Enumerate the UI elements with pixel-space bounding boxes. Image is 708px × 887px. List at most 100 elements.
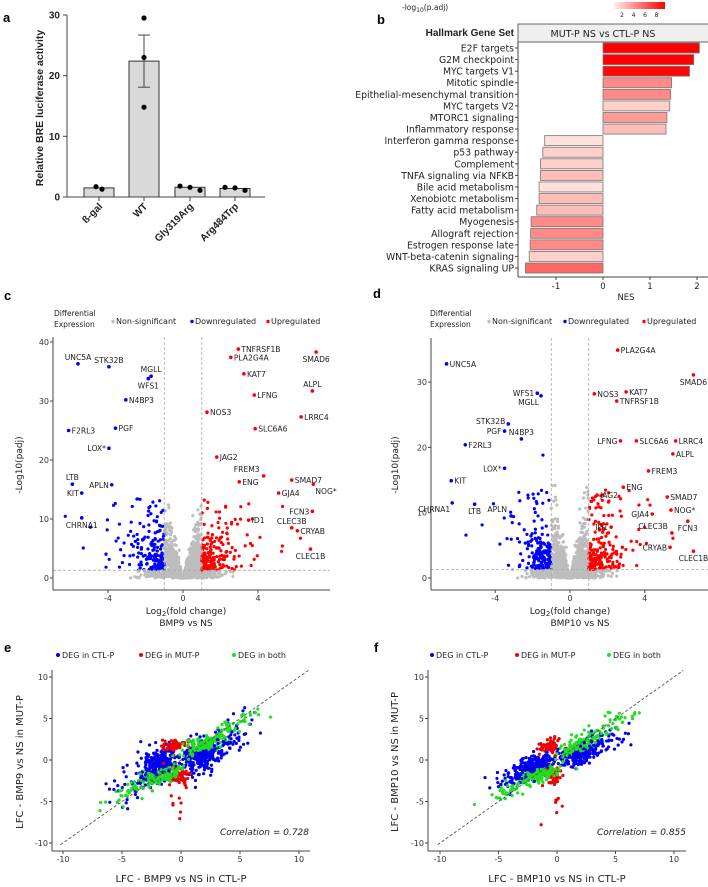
f-point xyxy=(543,753,547,758)
d-gene-label: PGF xyxy=(487,427,502,436)
c-point-down xyxy=(135,497,139,501)
d-point-up xyxy=(611,547,615,552)
d-point-down xyxy=(526,496,530,500)
d-point-ns xyxy=(525,572,529,576)
d-point-ns xyxy=(585,485,589,489)
c-point-down xyxy=(150,543,154,548)
d-point-ns xyxy=(584,555,588,560)
d-point-ns xyxy=(595,574,600,578)
c-point-down xyxy=(146,555,150,559)
e-point xyxy=(166,772,170,776)
c-point-up xyxy=(226,541,231,545)
e-point xyxy=(246,741,250,745)
d-point-up xyxy=(617,563,621,567)
e-point xyxy=(122,770,126,774)
e-point xyxy=(99,800,103,805)
b-x-tick-label: -1 xyxy=(552,282,560,292)
c-gene-point xyxy=(79,491,84,495)
c-point-ns xyxy=(193,575,197,579)
e-point xyxy=(119,794,123,798)
d-point-up xyxy=(596,502,600,506)
d-point-up xyxy=(592,548,596,552)
d-point-down xyxy=(523,541,527,545)
c-point-down xyxy=(154,504,158,508)
c-point-down xyxy=(104,565,108,569)
e-point xyxy=(218,736,222,740)
c-point-ns xyxy=(159,571,164,575)
d-gene-label: KIT xyxy=(454,477,466,486)
panel-f-lfc-scatter-bmp10: LFC - BMP10 vs NS in CTL-P LFC - BMP10 v… xyxy=(390,651,686,885)
f-point xyxy=(524,756,528,760)
c-point-up xyxy=(255,554,259,558)
c-point-down xyxy=(132,534,136,538)
e-point xyxy=(191,753,195,757)
c-point-ns xyxy=(166,503,170,507)
a-y-axis-title: Relative BRE luciferase activity xyxy=(34,30,46,187)
d-point-ns xyxy=(585,538,589,543)
c-point-ns xyxy=(168,558,172,562)
e-point xyxy=(203,760,207,764)
d-point-up xyxy=(597,520,601,524)
d-point-ns xyxy=(563,567,567,571)
c-point-ns xyxy=(196,544,200,549)
e-point xyxy=(219,752,223,756)
c-point-up xyxy=(210,541,214,545)
e-point xyxy=(177,766,181,770)
d-point-up xyxy=(644,541,649,545)
c-point-up xyxy=(234,565,238,569)
e-point xyxy=(145,757,149,762)
e-point xyxy=(124,794,128,798)
b-x-axis-title: NES xyxy=(617,293,634,303)
c-gene-point xyxy=(109,482,114,487)
d-point-down xyxy=(526,561,531,566)
d-point-up xyxy=(610,552,614,556)
e-point xyxy=(256,713,261,717)
d-point-down xyxy=(536,536,541,540)
c-point-down xyxy=(139,551,144,556)
d-point-down xyxy=(538,550,542,554)
e-point xyxy=(238,719,242,724)
e-point xyxy=(241,709,245,713)
panel-e-lfc-scatter-bmp9: LFC - BMP9 vs NS in CTL-P LFC - BMP9 vs … xyxy=(15,651,310,885)
c-point-down xyxy=(159,547,163,551)
b-color-scale-tick: 2 xyxy=(620,12,624,19)
e-legend-label: DEG in MUT-P xyxy=(145,651,200,660)
e-point xyxy=(121,805,125,809)
c-point-ns xyxy=(196,553,200,557)
e-x-tick-label: 10 xyxy=(294,855,304,864)
e-point xyxy=(169,780,173,784)
d-point-up xyxy=(646,498,650,502)
c-point-down xyxy=(161,508,165,512)
d-gene-point xyxy=(450,501,454,505)
c-point-up xyxy=(250,544,254,548)
c-gene-label: PGF xyxy=(119,424,134,433)
c-point-ns xyxy=(189,549,193,554)
d-point-ns xyxy=(575,571,579,575)
c-gene-label: LRRC4 xyxy=(304,413,329,422)
c-point-ns xyxy=(195,570,199,574)
e-point xyxy=(186,776,190,781)
c-point-down xyxy=(129,529,133,534)
a-y-tick-label: 20 xyxy=(49,71,61,82)
d-point-ns xyxy=(571,569,575,573)
e-point xyxy=(177,796,181,800)
c-point-down xyxy=(154,519,159,523)
c-point-down xyxy=(146,513,150,518)
d-x-axis-subtitle: BMP10 vs NS xyxy=(550,619,609,629)
e-point xyxy=(155,748,159,752)
d-gene-point xyxy=(624,390,628,394)
c-gene-point xyxy=(314,350,318,354)
d-point-down xyxy=(521,558,525,563)
c-point-down xyxy=(158,538,163,542)
c-point-up xyxy=(214,546,219,550)
e-point xyxy=(180,775,185,779)
c-point-ns xyxy=(198,574,203,578)
c-point-up xyxy=(212,561,216,566)
c-point-up xyxy=(239,505,243,509)
d-legend-label: Non-significant xyxy=(492,317,552,326)
d-point-up xyxy=(603,488,608,492)
d-point-down xyxy=(464,533,468,537)
d-point-ns xyxy=(532,575,536,579)
d-point-ns xyxy=(563,571,567,576)
a-data-point xyxy=(141,15,147,21)
